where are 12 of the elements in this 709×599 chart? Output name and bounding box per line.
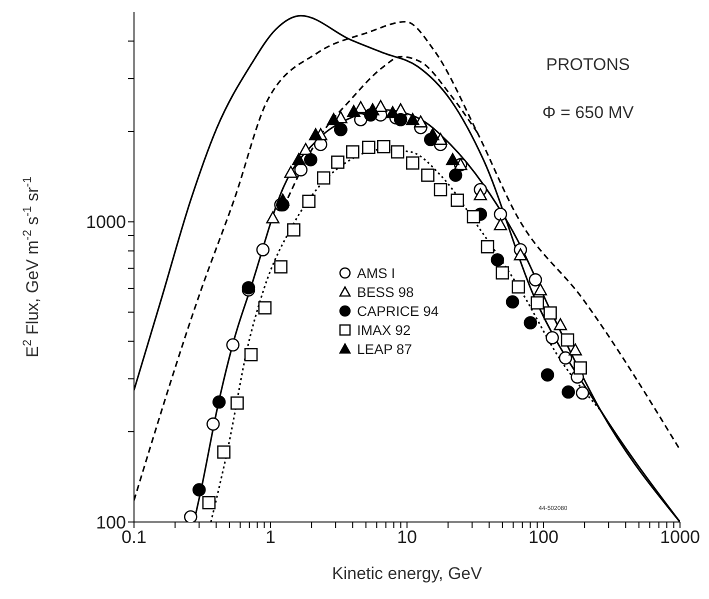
legend-label: LEAP 87 [357,340,412,356]
annotation: Φ = 650 MV [542,103,634,122]
x-tick-label: 10 [396,526,418,547]
legend-label: CAPRICE 94 [357,302,439,318]
legend-label: AMS I [357,264,396,280]
x-tick-label: 1 [265,526,276,547]
annotation: PROTONS [546,55,630,74]
legend-label: IMAX 92 [357,322,411,338]
legend-label: BESS 98 [357,284,414,300]
x-tick-label: 100 [528,526,559,547]
x-tick-label: 1000 [660,526,700,547]
x-axis-title: Kinetic energy, GeV [332,564,483,583]
